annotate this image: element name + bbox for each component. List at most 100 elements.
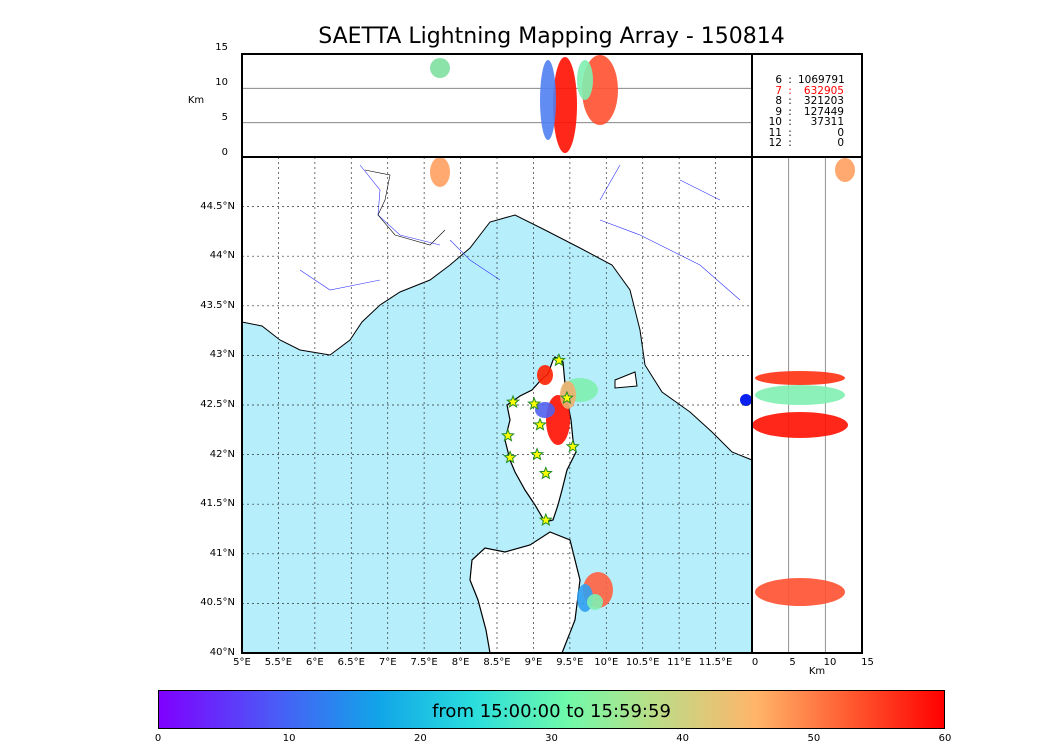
- station-star-marker: [551, 352, 566, 367]
- station-number: 6: [775, 74, 782, 86]
- station-count-row: 11: 0: [762, 126, 844, 139]
- altitude-tick-label: 0: [221, 147, 228, 158]
- lat-tick-label: 43°N: [209, 349, 235, 361]
- station-star-marker: [559, 390, 574, 405]
- lightning-source-cluster: [587, 594, 603, 610]
- station-star-marker: [538, 512, 553, 527]
- source-count: 632905: [803, 84, 844, 97]
- lightning-source-cluster: [537, 365, 553, 385]
- lon-tick-label: 7°E: [378, 657, 397, 668]
- separator: :: [788, 84, 792, 97]
- colorbar-label: from 15:00:00 to 15:59:59: [432, 701, 671, 722]
- station-number: 11: [768, 126, 782, 139]
- lat-tick-label: 43.5°N: [200, 299, 235, 311]
- colorbar-tick-label: 60: [938, 733, 952, 744]
- source-count: 0: [837, 126, 844, 139]
- lat-tick-label: 44°N: [209, 250, 235, 262]
- station-star-marker: [530, 447, 545, 461]
- side-tick-label: 15: [861, 657, 874, 668]
- side-cluster: [752, 412, 848, 438]
- station-number: 8: [775, 95, 782, 107]
- colorbar-tick-label: 20: [413, 733, 427, 744]
- source-count: 321203: [803, 95, 844, 107]
- lake-marker: [740, 394, 752, 406]
- colorbar: from 15:00:00 to 15:59:59: [158, 690, 945, 729]
- lon-tick-label: 11°E: [667, 657, 692, 668]
- altitude-cluster: [553, 57, 577, 153]
- lon-tick-label: 8.5°E: [483, 657, 511, 668]
- altitude-tick-label: 10: [215, 77, 228, 88]
- side-tick-label: 5: [789, 657, 796, 668]
- lat-tick-label: 41.5°N: [200, 498, 235, 510]
- altitude-cluster: [430, 58, 450, 78]
- altitude-tick-label: 5: [221, 112, 228, 123]
- altitude-axis-label: Km: [187, 95, 205, 106]
- station-count-legend: 6:1069791 7:632905 8:321203 9:127449 10:3731…: [762, 75, 845, 149]
- side-axis-label: Km: [808, 666, 826, 677]
- elba-island: [614, 371, 638, 389]
- lon-tick-label: 5°E: [233, 657, 251, 668]
- station-star-marker: [503, 450, 518, 464]
- separator: :: [788, 74, 792, 86]
- lat-tick-label: 40°N: [209, 647, 235, 658]
- station-count-row: 9:127449: [762, 105, 844, 118]
- lon-tick-label: 9.5°E: [556, 657, 584, 668]
- lon-tick-label: 11.5°E: [698, 657, 733, 668]
- separator: :: [788, 116, 792, 128]
- colorbar-tick-label: 0: [154, 733, 162, 744]
- station-number: 7: [775, 84, 782, 97]
- sardinia-island: [469, 531, 581, 654]
- lon-tick-label: 6°E: [306, 657, 324, 668]
- separator: :: [788, 105, 792, 118]
- lightning-source-cluster: [535, 402, 555, 418]
- source-count: 37311: [810, 116, 844, 128]
- side-cluster: [755, 578, 845, 606]
- source-count: 0: [837, 137, 844, 149]
- side-cluster: [755, 385, 845, 405]
- country-border: [364, 169, 446, 246]
- lat-tick-label: 40.5°N: [200, 597, 235, 609]
- side-cluster: [755, 371, 845, 385]
- station-star-marker: [532, 417, 547, 431]
- lat-tick-label: 42.5°N: [200, 399, 235, 410]
- lon-tick-label: 5.5°E: [264, 657, 293, 668]
- chart-title: SAETTA Lightning Mapping Array - 150814: [318, 24, 785, 49]
- station-count-row: 12: 0: [762, 138, 844, 149]
- station-number: 10: [768, 116, 782, 128]
- lat-tick-label: 44.5°N: [200, 200, 235, 212]
- lightning-source-cluster: [430, 157, 450, 187]
- source-count: 1069791: [798, 74, 845, 86]
- station-number: 9: [775, 105, 782, 118]
- separator: :: [788, 137, 792, 149]
- altitude-tick-label: 15: [215, 42, 228, 53]
- lon-tick-label: 7.5°E: [410, 657, 438, 668]
- station-star-marker: [500, 428, 515, 442]
- map-frame: [241, 156, 753, 654]
- altitude-panel: [242, 54, 752, 157]
- lon-tick-label: 8°E: [451, 657, 470, 668]
- colorbar-tick-label: 40: [676, 733, 690, 744]
- lon-tick-label: 9°E: [524, 657, 543, 668]
- station-count-row: 10: 37311: [762, 117, 844, 128]
- lon-tick-label: 6.5°E: [337, 657, 365, 668]
- separator: :: [788, 126, 792, 139]
- station-star-marker: [506, 394, 521, 408]
- colorbar-tick-label: 10: [282, 733, 296, 744]
- side-cluster: [835, 158, 855, 182]
- station-star-marker: [565, 439, 580, 453]
- station-count-row: 7:632905: [762, 84, 844, 97]
- altitude-cluster: [577, 60, 593, 100]
- station-count-row: 8:321203: [762, 96, 844, 107]
- separator: :: [788, 95, 792, 107]
- station-number: 12: [768, 137, 782, 149]
- station-star-marker: [538, 466, 553, 480]
- side-tick-label: 0: [751, 657, 759, 668]
- station-star-marker: [527, 396, 542, 410]
- lat-tick-label: 42°N: [209, 448, 235, 460]
- colorbar-tick-label: 30: [545, 733, 558, 744]
- station-count-row: 6:1069791: [762, 75, 844, 86]
- lon-tick-label: 10°E: [594, 657, 619, 668]
- source-count: 127449: [803, 105, 844, 118]
